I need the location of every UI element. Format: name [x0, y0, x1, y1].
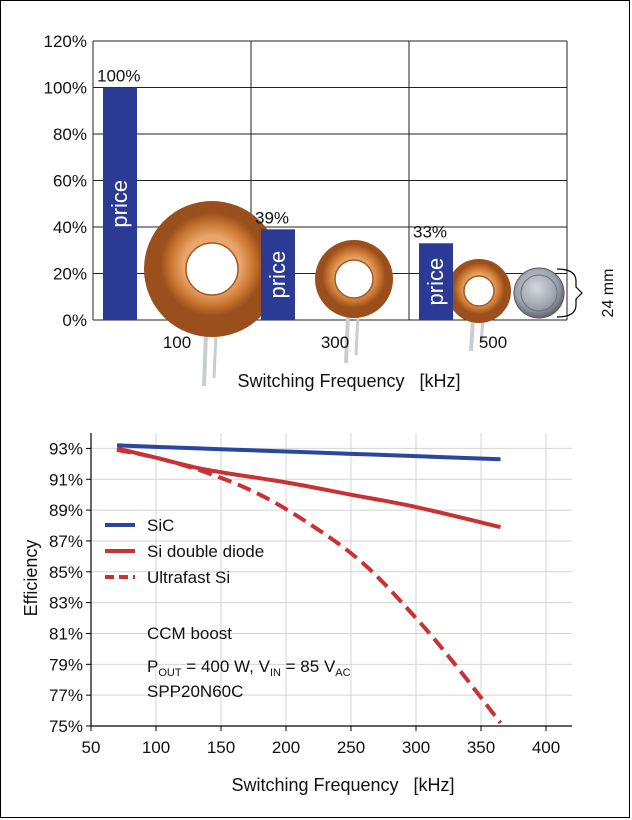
top-y-tick-label: 0% — [62, 311, 87, 330]
bar-inner-label: price — [423, 258, 448, 306]
size-annotation: 24 mm — [556, 268, 617, 318]
series-line-sic — [116, 443, 501, 462]
bottom-y-tick-label: 83% — [49, 594, 83, 613]
top-y-tick-label: 100% — [44, 79, 87, 98]
legend: SiC Si double diode Ultrafast Si — [105, 516, 264, 587]
core-lead-wire — [354, 313, 360, 356]
toroid-hole — [185, 242, 239, 296]
annotation-operating-point: POUT = 400 W, VIN = 85 VAC — [147, 657, 351, 679]
annotation-ccm-boost: CCM boost — [147, 624, 232, 643]
bottom-y-tick-label: 79% — [49, 655, 83, 674]
top-y-tick-label: 40% — [53, 218, 87, 237]
legend-label: Ultrafast Si — [147, 568, 230, 587]
bar-value-label: 33% — [413, 222, 447, 241]
annotation-device: SPP20N60C — [147, 682, 243, 701]
bottom-x-tick-label: 50 — [82, 738, 101, 757]
bottom-x-tick-label: 200 — [272, 738, 300, 757]
top-y-tick-label: 20% — [53, 265, 87, 284]
core-lead-wire — [469, 318, 475, 352]
top-x-tick-labels: 100 300 500 — [163, 333, 507, 352]
efficiency-line-chart: 75% 77% 79% 81% 83% 85% 87% 89% 91% 93% 50 100 150 2… — [21, 433, 572, 795]
top-x-axis-title: Switching Frequency [kHz] — [237, 371, 460, 391]
bottom-y-tick-label: 93% — [49, 439, 83, 458]
annotation-vin-value: = 85 V — [281, 657, 336, 676]
annotation-vin-subscript: IN — [270, 667, 281, 679]
price-bars: 100% price 39% price 33% price — [97, 67, 453, 320]
bar-inner-label: price — [265, 251, 290, 299]
toroid-core — [144, 201, 280, 337]
bottom-y-tick-label: 89% — [49, 501, 83, 520]
price-bar — [261, 229, 295, 320]
bottom-x-tick-label: 100 — [142, 738, 170, 757]
bottom-x-tick-labels: 50 100 150 200 250 300 350 400 — [82, 738, 561, 757]
bottom-axes — [86, 433, 572, 731]
size-brace — [556, 268, 583, 318]
annotation-p-subscript: OUT — [158, 667, 182, 679]
bottom-x-tick-label: 150 — [207, 738, 235, 757]
price-bar-chart: 0% 20% 40% 60% 80% 100% 120% 100% price 39% price… — [44, 32, 617, 391]
bottom-y-tick-label: 75% — [49, 717, 83, 736]
price-bar — [103, 87, 137, 320]
core-lead-wire — [202, 332, 208, 387]
series-line-ultrafast-si — [116, 448, 503, 725]
bottom-x-tick-label: 350 — [467, 738, 495, 757]
price-bar — [419, 243, 453, 320]
bar-value-label: 100% — [97, 67, 140, 86]
bottom-y-tick-labels: 75% 77% 79% 81% 83% 85% 87% 89% 91% 93% — [49, 439, 83, 736]
inductor-core-illustrations — [144, 201, 565, 387]
toroid-hole — [334, 259, 374, 299]
top-y-tick-label: 120% — [44, 32, 87, 51]
core-lead-wire — [479, 318, 485, 344]
bottom-x-axis-title: Switching Frequency [kHz] — [231, 775, 454, 795]
top-x-tick-label: 500 — [479, 333, 507, 352]
toroid-core — [315, 240, 393, 318]
bottom-y-tick-label: 85% — [49, 563, 83, 582]
y-axis-title: Efficiency — [21, 540, 41, 617]
series-line-si-double-diode — [116, 446, 501, 530]
top-x-tick-label: 100 — [163, 333, 191, 352]
top-y-tick-labels: 0% 20% 40% 60% 80% 100% 120% — [44, 32, 87, 330]
top-x-tick-label: 300 — [321, 333, 349, 352]
annotation-ac-subscript: AC — [335, 667, 350, 679]
bottom-y-tick-label: 77% — [49, 686, 83, 705]
toroid-core — [447, 259, 511, 323]
core-lead-wire — [344, 313, 350, 364]
bottom-x-tick-label: 250 — [337, 738, 365, 757]
bottom-x-tick-label: 400 — [532, 738, 560, 757]
bar-inner-label: price — [107, 180, 132, 228]
annotation-power-vin: = 400 W, V — [182, 657, 271, 676]
size-label: 24 mm — [600, 269, 617, 318]
bottom-y-tick-label: 91% — [49, 470, 83, 489]
bottom-x-tick-label: 300 — [402, 738, 430, 757]
core-lead-wire — [212, 332, 218, 379]
bottom-y-tick-label: 81% — [49, 624, 83, 643]
annotation-p-symbol: P — [147, 657, 158, 676]
toroid-hole — [463, 275, 495, 307]
legend-label: SiC — [147, 516, 174, 535]
coin-rim — [520, 274, 558, 312]
top-y-tick-label: 80% — [53, 125, 87, 144]
efficiency-series — [116, 443, 503, 725]
top-y-tick-label: 60% — [53, 172, 87, 191]
bar-value-label: 39% — [255, 208, 289, 227]
bottom-y-tick-label: 87% — [49, 532, 83, 551]
legend-label: Si double diode — [147, 542, 264, 561]
